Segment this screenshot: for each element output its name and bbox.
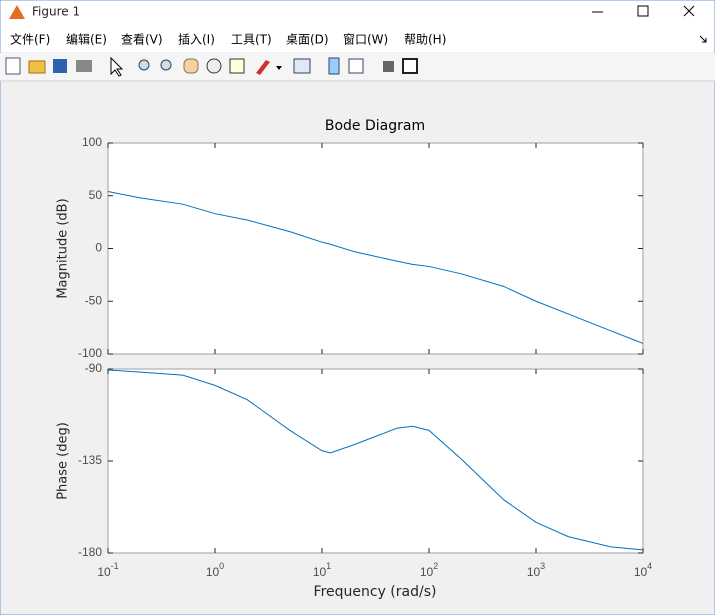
- menu-item[interactable]: 编辑(E): [66, 32, 107, 47]
- link-button[interactable]: [293, 58, 311, 74]
- maximize-button[interactable]: [637, 5, 649, 17]
- open-button[interactable]: [28, 60, 46, 74]
- y-tick-label: -180: [78, 545, 102, 559]
- menu-item[interactable]: 文件(F): [10, 32, 50, 47]
- y-axis-label: Magnitude (dB): [56, 198, 71, 298]
- tick-base: 10: [527, 565, 541, 579]
- x-tick-label: 100: [206, 561, 224, 579]
- x-axis-label: Frequency (rad/s): [314, 584, 437, 600]
- y-tick-label: -135: [78, 453, 102, 467]
- y-tick-label: 50: [89, 188, 103, 202]
- menu-item[interactable]: 工具(T): [231, 33, 272, 47]
- print-button[interactable]: [76, 60, 92, 72]
- tick-exponent: -1: [111, 561, 119, 571]
- y-tick-label: -90: [85, 361, 103, 375]
- title-and-menu-bar: [0, 0, 715, 52]
- legend-button[interactable]: [348, 58, 364, 74]
- x-tick-label: 101: [313, 561, 331, 579]
- tick-base: 10: [420, 565, 434, 579]
- menu-item[interactable]: 桌面(D): [286, 33, 329, 47]
- rotate-button[interactable]: [206, 58, 222, 74]
- x-tick-label: 104: [634, 561, 652, 579]
- window-title: Figure 1: [32, 5, 80, 19]
- tick-exponent: 1: [326, 561, 331, 571]
- tick-base: 10: [206, 565, 220, 579]
- x-tick-label: 10-1: [97, 561, 118, 579]
- zoom-out-button[interactable]: [160, 59, 172, 71]
- y-tick-label: 100: [82, 135, 102, 149]
- y-tick-label: 0: [95, 241, 102, 255]
- tick-exponent: 4: [647, 561, 652, 571]
- pan-button[interactable]: [183, 58, 199, 74]
- app-icon: [9, 5, 25, 19]
- tick-exponent: 0: [219, 561, 224, 571]
- menu-item[interactable]: 插入(I): [178, 33, 215, 47]
- zoom-in-button[interactable]: [138, 59, 150, 71]
- axes: -100 -50 0 50 100 Magnitude (dB): [56, 135, 644, 360]
- pointer-button[interactable]: [110, 56, 124, 77]
- axes-background: [107, 368, 644, 554]
- save-button[interactable]: [53, 59, 67, 73]
- close-button[interactable]: [683, 5, 695, 17]
- menu-item[interactable]: 查看(V): [121, 33, 163, 47]
- line: [107, 191, 644, 344]
- chart-title: Bode Diagram: [325, 118, 425, 134]
- tick-exponent: 2: [433, 561, 438, 571]
- y-tick-label: -50: [85, 293, 103, 307]
- y-axis-label: Phase (deg): [56, 422, 71, 500]
- y-tick-label: -100: [78, 346, 102, 360]
- menu-item[interactable]: 帮助(H): [404, 33, 446, 47]
- menu-bar: 文件(F) 编辑(E) 查看(V) 插入(I) 工具(T) 桌面(D) 窗口(W) 帮助(H): [10, 32, 446, 47]
- hide-tools-button[interactable]: [383, 61, 394, 72]
- toolbar-buttons: [5, 56, 418, 77]
- tick-base: 10: [313, 565, 327, 579]
- toolbar-toggle[interactable]: [699, 35, 707, 43]
- colorbar-button[interactable]: [328, 57, 340, 75]
- brush-button[interactable]: [256, 60, 270, 75]
- axes-background: [107, 142, 644, 355]
- x-tick-label: 103: [527, 561, 545, 579]
- data-cursor-button[interactable]: [229, 58, 245, 74]
- menu-item[interactable]: 窗口(W): [343, 33, 388, 47]
- line: [107, 369, 644, 551]
- brush-dropdown[interactable]: [276, 66, 282, 70]
- show-tools-button[interactable]: [402, 58, 418, 74]
- x-tick-label: 102: [420, 561, 438, 579]
- tick-base: 10: [97, 565, 111, 579]
- new-button[interactable]: [5, 57, 21, 75]
- tick-exponent: 3: [540, 561, 545, 571]
- tick-base: 10: [634, 565, 648, 579]
